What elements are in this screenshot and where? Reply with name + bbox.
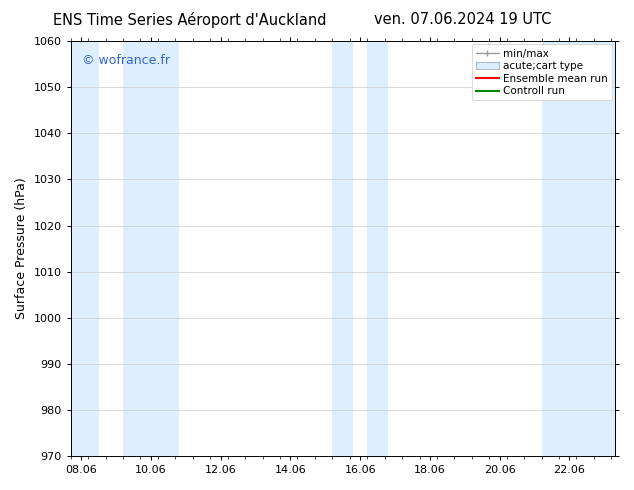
- Text: © wofrance.fr: © wofrance.fr: [82, 54, 169, 67]
- Bar: [71, 41, 99, 456]
- Y-axis label: Surface Pressure (hPa): Surface Pressure (hPa): [15, 178, 28, 319]
- Bar: [332, 41, 353, 456]
- Bar: [367, 41, 388, 456]
- Text: ven. 07.06.2024 19 UTC: ven. 07.06.2024 19 UTC: [374, 12, 552, 27]
- Text: ENS Time Series Aéroport d'Auckland: ENS Time Series Aéroport d'Auckland: [53, 12, 327, 28]
- Legend: min/max, acute;cart type, Ensemble mean run, Controll run: min/max, acute;cart type, Ensemble mean …: [472, 44, 612, 100]
- Bar: [123, 41, 179, 456]
- Bar: [541, 41, 615, 456]
